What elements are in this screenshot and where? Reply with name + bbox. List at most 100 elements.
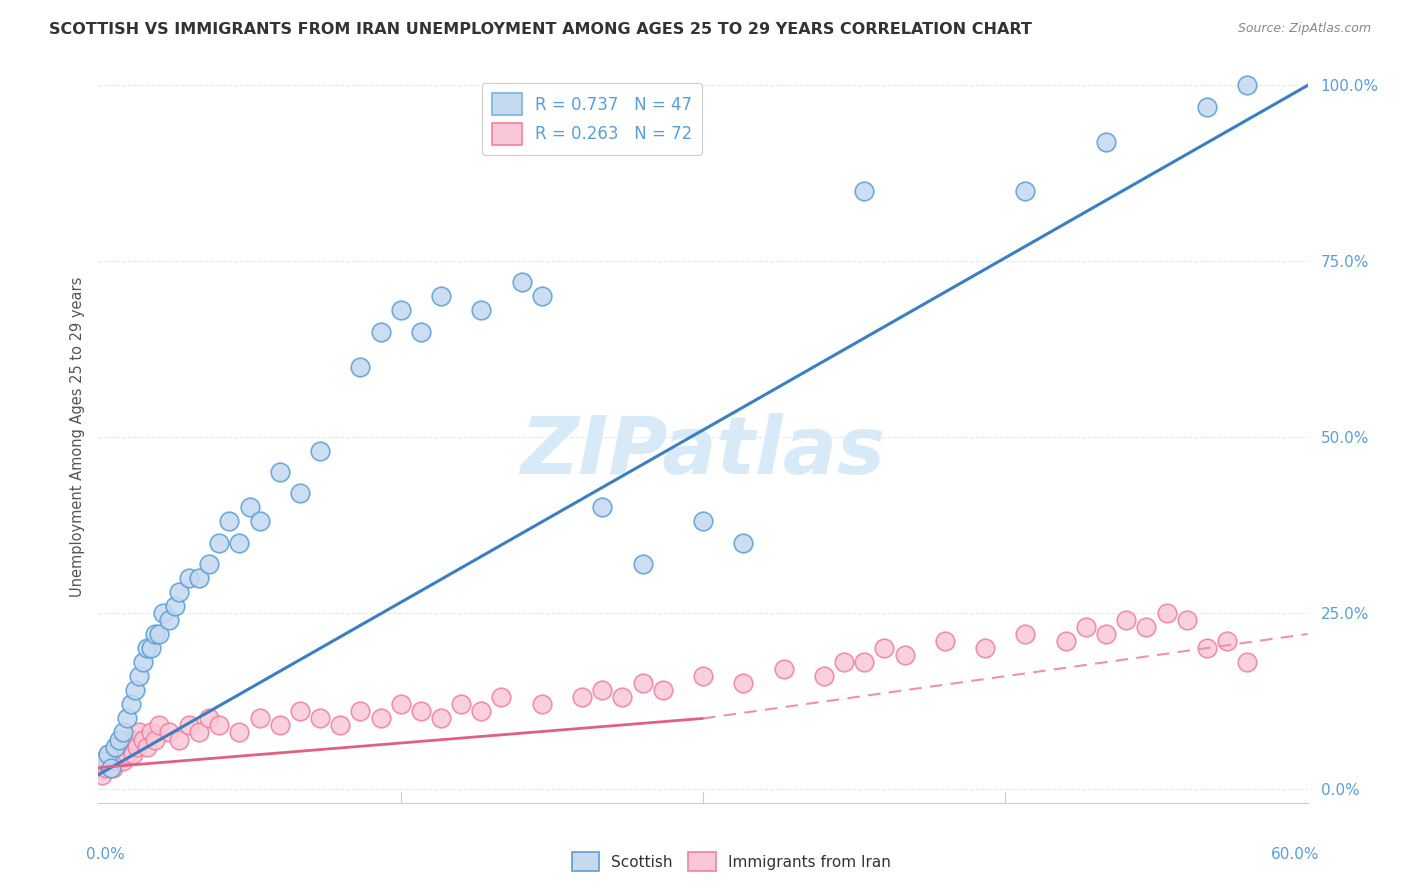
Point xyxy=(110,747,132,761)
Point xyxy=(1216,634,1239,648)
Point xyxy=(239,500,262,515)
Point xyxy=(120,698,142,712)
Point xyxy=(491,690,513,705)
Point xyxy=(733,676,755,690)
Point xyxy=(120,739,142,754)
Point xyxy=(813,669,835,683)
Point xyxy=(692,515,714,529)
Point xyxy=(974,641,997,656)
Point xyxy=(269,718,291,732)
Point xyxy=(148,627,170,641)
Point xyxy=(143,627,166,641)
Text: SCOTTISH VS IMMIGRANTS FROM IRAN UNEMPLOYMENT AMONG AGES 25 TO 29 YEARS CORRELAT: SCOTTISH VS IMMIGRANTS FROM IRAN UNEMPLO… xyxy=(49,22,1032,37)
Point xyxy=(832,655,855,669)
Point xyxy=(571,690,593,705)
Point xyxy=(135,641,157,656)
Point xyxy=(1014,184,1036,198)
Point xyxy=(111,754,134,768)
Point xyxy=(631,676,654,690)
Point xyxy=(124,732,146,747)
Point xyxy=(188,725,211,739)
Point xyxy=(1135,620,1157,634)
Point xyxy=(651,683,673,698)
Legend: R = 0.737   N = 47, R = 0.263   N = 72: R = 0.737 N = 47, R = 0.263 N = 72 xyxy=(482,83,702,154)
Point xyxy=(269,465,291,479)
Point xyxy=(135,739,157,754)
Point xyxy=(208,718,231,732)
Point xyxy=(349,705,371,719)
Point xyxy=(100,754,122,768)
Point xyxy=(530,289,553,303)
Point xyxy=(139,725,162,739)
Point xyxy=(1074,620,1097,634)
Point xyxy=(114,739,136,754)
Point xyxy=(228,725,250,739)
Point xyxy=(430,289,453,303)
Point xyxy=(591,683,613,698)
Point xyxy=(409,705,432,719)
Point xyxy=(1236,78,1258,93)
Point xyxy=(157,725,180,739)
Point xyxy=(115,711,138,725)
Point xyxy=(128,669,150,683)
Point xyxy=(132,655,155,669)
Point xyxy=(1095,135,1118,149)
Point xyxy=(430,711,453,725)
Point xyxy=(228,535,250,549)
Point xyxy=(111,725,134,739)
Y-axis label: Unemployment Among Ages 25 to 29 years: Unemployment Among Ages 25 to 29 years xyxy=(69,277,84,598)
Point xyxy=(208,535,231,549)
Text: ZIPatlas: ZIPatlas xyxy=(520,413,886,491)
Point xyxy=(188,571,211,585)
Point xyxy=(139,641,162,656)
Point xyxy=(530,698,553,712)
Point xyxy=(389,303,412,318)
Point xyxy=(1175,613,1198,627)
Point xyxy=(167,732,190,747)
Point xyxy=(1195,99,1218,113)
Point xyxy=(157,613,180,627)
Point xyxy=(118,732,141,747)
Text: Source: ZipAtlas.com: Source: ZipAtlas.com xyxy=(1237,22,1371,36)
Point xyxy=(179,571,201,585)
Point xyxy=(510,276,533,290)
Point xyxy=(103,747,125,761)
Point xyxy=(163,599,186,613)
Point xyxy=(733,535,755,549)
Point xyxy=(89,761,111,775)
Point xyxy=(132,732,155,747)
Point xyxy=(1095,627,1118,641)
Point xyxy=(288,705,311,719)
Point xyxy=(370,325,392,339)
Point xyxy=(1195,641,1218,656)
Point xyxy=(91,767,114,781)
Point xyxy=(96,761,118,775)
Point xyxy=(101,761,124,775)
Point xyxy=(612,690,634,705)
Point xyxy=(107,739,129,754)
Point xyxy=(309,444,332,458)
Point xyxy=(591,500,613,515)
Legend: Scottish, Immigrants from Iran: Scottish, Immigrants from Iran xyxy=(565,847,897,877)
Point xyxy=(873,641,896,656)
Point xyxy=(288,486,311,500)
Point xyxy=(631,557,654,571)
Point xyxy=(1115,613,1137,627)
Point xyxy=(152,606,174,620)
Point xyxy=(143,732,166,747)
Point xyxy=(218,515,240,529)
Point xyxy=(1156,606,1178,620)
Point xyxy=(349,359,371,374)
Point xyxy=(198,711,221,725)
Point xyxy=(409,325,432,339)
Point xyxy=(103,739,125,754)
Point xyxy=(450,698,472,712)
Text: 0.0%: 0.0% xyxy=(86,847,125,862)
Point xyxy=(148,718,170,732)
Point xyxy=(100,761,122,775)
Point xyxy=(389,698,412,712)
Point xyxy=(853,655,876,669)
Point xyxy=(249,711,271,725)
Point xyxy=(853,184,876,198)
Point xyxy=(121,747,143,761)
